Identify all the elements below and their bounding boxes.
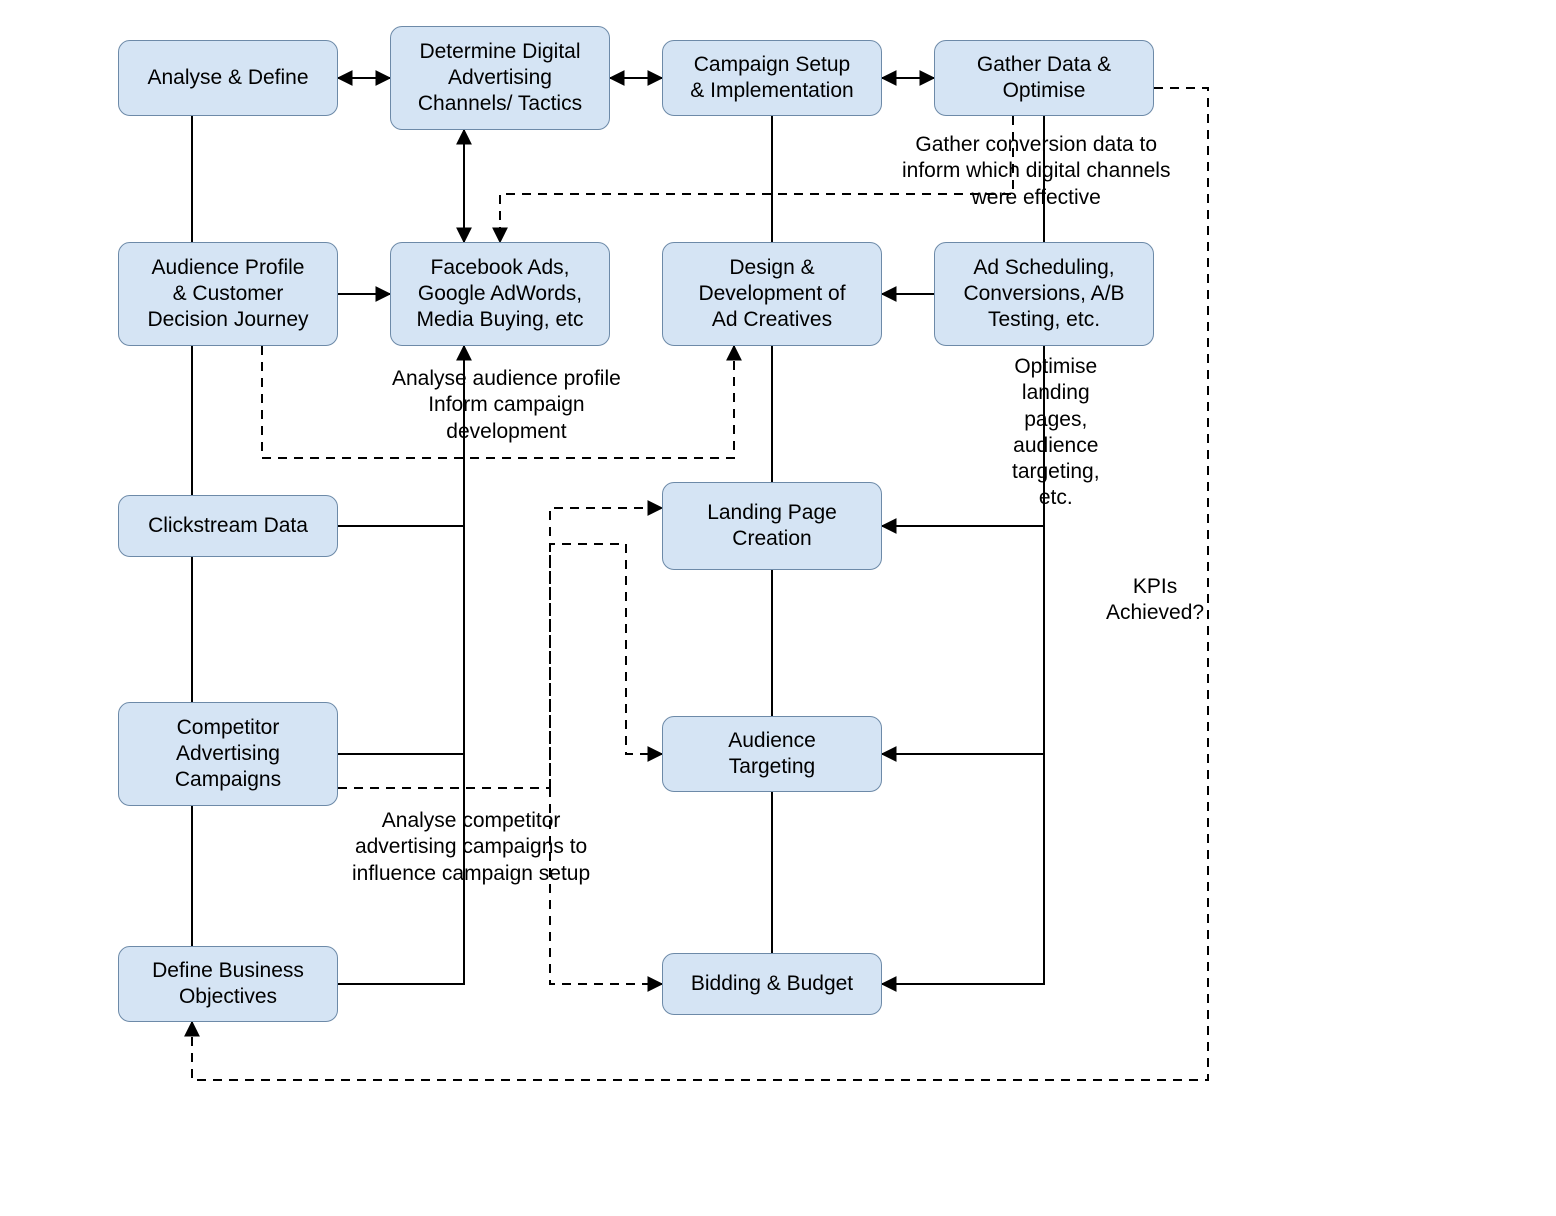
node-n10: Landing Page Creation — [662, 482, 882, 570]
edge-n8-n12 — [882, 526, 1044, 754]
node-label: Campaign Setup & Implementation — [690, 52, 853, 105]
node-n3: Campaign Setup & Implementation — [662, 40, 882, 116]
node-n5: Audience Profile & Customer Decision Jou… — [118, 242, 338, 346]
edge-n8-n14 — [882, 754, 1044, 984]
node-label: Define Business Objectives — [152, 958, 304, 1011]
node-label: Clickstream Data — [148, 513, 308, 539]
edge-n11-n12 — [550, 544, 662, 788]
node-label: Landing Page Creation — [707, 500, 837, 553]
node-label: Competitor Advertising Campaigns — [175, 715, 281, 794]
flowchart-canvas: Analyse & Define Determine Digital Advert… — [0, 0, 1556, 1216]
node-label: Bidding & Budget — [691, 971, 853, 997]
edge-n4-n13 — [192, 88, 1208, 1080]
node-n12: Audience Targeting — [662, 716, 882, 792]
edge-n11-n6 — [338, 526, 464, 754]
node-n2: Determine Digital Advertising Channels/ … — [390, 26, 610, 130]
annotation-a1: Gather conversion data to inform which d… — [902, 132, 1170, 211]
node-label: Analyse & Define — [147, 65, 308, 91]
node-n7: Design & Development of Ad Creatives — [662, 242, 882, 346]
node-n11: Competitor Advertising Campaigns — [118, 702, 338, 806]
node-label: Determine Digital Advertising Channels/ … — [418, 39, 582, 118]
node-n14: Bidding & Budget — [662, 953, 882, 1015]
annotation-a5: Analyse competitor advertising campaigns… — [352, 808, 590, 887]
node-label: Ad Scheduling, Conversions, A/B Testing,… — [963, 255, 1124, 334]
node-n1: Analyse & Define — [118, 40, 338, 116]
node-n13: Define Business Objectives — [118, 946, 338, 1022]
node-label: Gather Data & Optimise — [977, 52, 1111, 105]
edge-n11-n10 — [338, 508, 662, 788]
node-label: Audience Targeting — [728, 728, 816, 781]
edges-layer — [0, 0, 1556, 1216]
annotation-a2: Analyse audience profile Inform campaign… — [392, 366, 621, 445]
node-label: Audience Profile & Customer Decision Jou… — [147, 255, 308, 334]
node-n8: Ad Scheduling, Conversions, A/B Testing,… — [934, 242, 1154, 346]
node-label: Facebook Ads, Google AdWords, Media Buyi… — [417, 255, 584, 334]
node-label: Design & Development of Ad Creatives — [698, 255, 845, 334]
node-n6: Facebook Ads, Google AdWords, Media Buyi… — [390, 242, 610, 346]
annotation-a4: KPIs Achieved? — [1106, 574, 1204, 627]
node-n9: Clickstream Data — [118, 495, 338, 557]
annotation-a3: Optimise landing pages, audience targeti… — [1012, 354, 1100, 512]
node-n4: Gather Data & Optimise — [934, 40, 1154, 116]
